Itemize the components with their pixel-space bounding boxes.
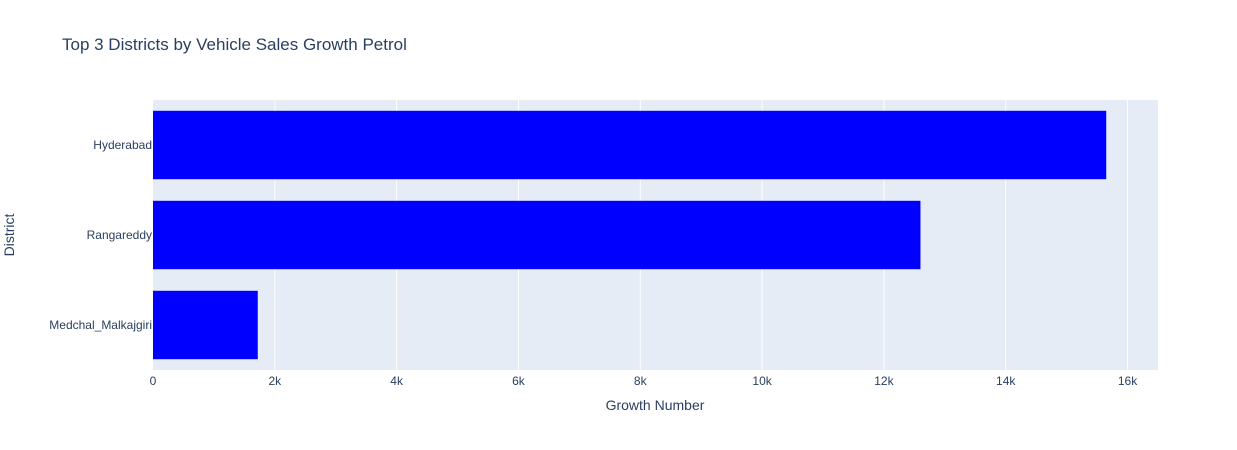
- bar-medchal_malkajgiri: [153, 290, 258, 360]
- chart-title: Top 3 Districts by Vehicle Sales Growth …: [62, 35, 407, 54]
- bar-hyderabad: [153, 110, 1107, 180]
- x-tick-label: 10k: [752, 374, 772, 388]
- bar-rangareddy: [153, 200, 921, 270]
- y-axis-title: District: [1, 214, 17, 257]
- x-tick-label: 8k: [634, 374, 648, 388]
- x-axis-ticks: 0 2k 4k 6k 8k 10k 12k 14k 16k: [150, 374, 1139, 388]
- y-tick-label: Hyderabad: [93, 138, 152, 152]
- x-tick-label: 16k: [1118, 374, 1138, 388]
- x-tick-label: 0: [150, 374, 157, 388]
- x-axis-title: Growth Number: [606, 397, 705, 413]
- x-tick-label: 12k: [874, 374, 894, 388]
- y-tick-label: Rangareddy: [87, 228, 152, 242]
- y-axis-ticks: Hyderabad Rangareddy Medchal_Malkajgiri: [49, 138, 152, 332]
- y-tick-label: Medchal_Malkajgiri: [49, 318, 152, 332]
- x-tick-label: 2k: [268, 374, 282, 388]
- bars: [153, 110, 1107, 360]
- x-tick-label: 6k: [512, 374, 526, 388]
- x-tick-label: 14k: [996, 374, 1016, 388]
- x-tick-label: 4k: [390, 374, 404, 388]
